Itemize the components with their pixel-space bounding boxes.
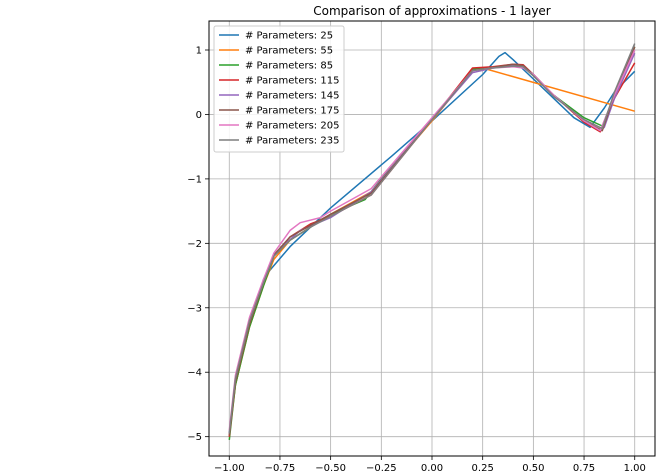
x-tick-label: 1.00 <box>624 463 646 474</box>
y-tick-label: −2 <box>187 239 202 250</box>
y-tick-label: 1 <box>196 46 202 57</box>
y-tick-label: −4 <box>187 368 202 379</box>
legend-label: # Parameters: 55 <box>245 46 333 57</box>
legend-label: # Parameters: 205 <box>245 121 339 132</box>
legend-label: # Parameters: 85 <box>245 61 333 72</box>
legend-label: # Parameters: 25 <box>245 31 333 42</box>
y-tick-label: −5 <box>187 432 202 443</box>
x-tick-label: 0.50 <box>522 463 544 474</box>
x-tick-label: −0.50 <box>315 463 346 474</box>
x-tick-label: 0.00 <box>421 463 443 474</box>
legend-label: # Parameters: 235 <box>245 136 339 147</box>
x-tick-label: −0.25 <box>366 463 397 474</box>
x-tick-label: −0.75 <box>265 463 296 474</box>
legend: # Parameters: 25 # Parameters: 55 # Parame… <box>214 26 344 152</box>
legend-label: # Parameters: 175 <box>245 106 339 117</box>
legend-label: # Parameters: 115 <box>245 76 339 87</box>
y-tick-label: −1 <box>187 174 202 185</box>
x-tick-label: −1.00 <box>214 463 245 474</box>
legend-label: # Parameters: 145 <box>245 91 339 102</box>
y-tick-label: 0 <box>196 110 202 121</box>
x-tick-label: 0.25 <box>472 463 494 474</box>
x-tick-label: 0.75 <box>573 463 595 474</box>
chart-title: Comparison of approximations - 1 layer <box>313 4 551 18</box>
y-tick-label: −3 <box>187 303 202 314</box>
